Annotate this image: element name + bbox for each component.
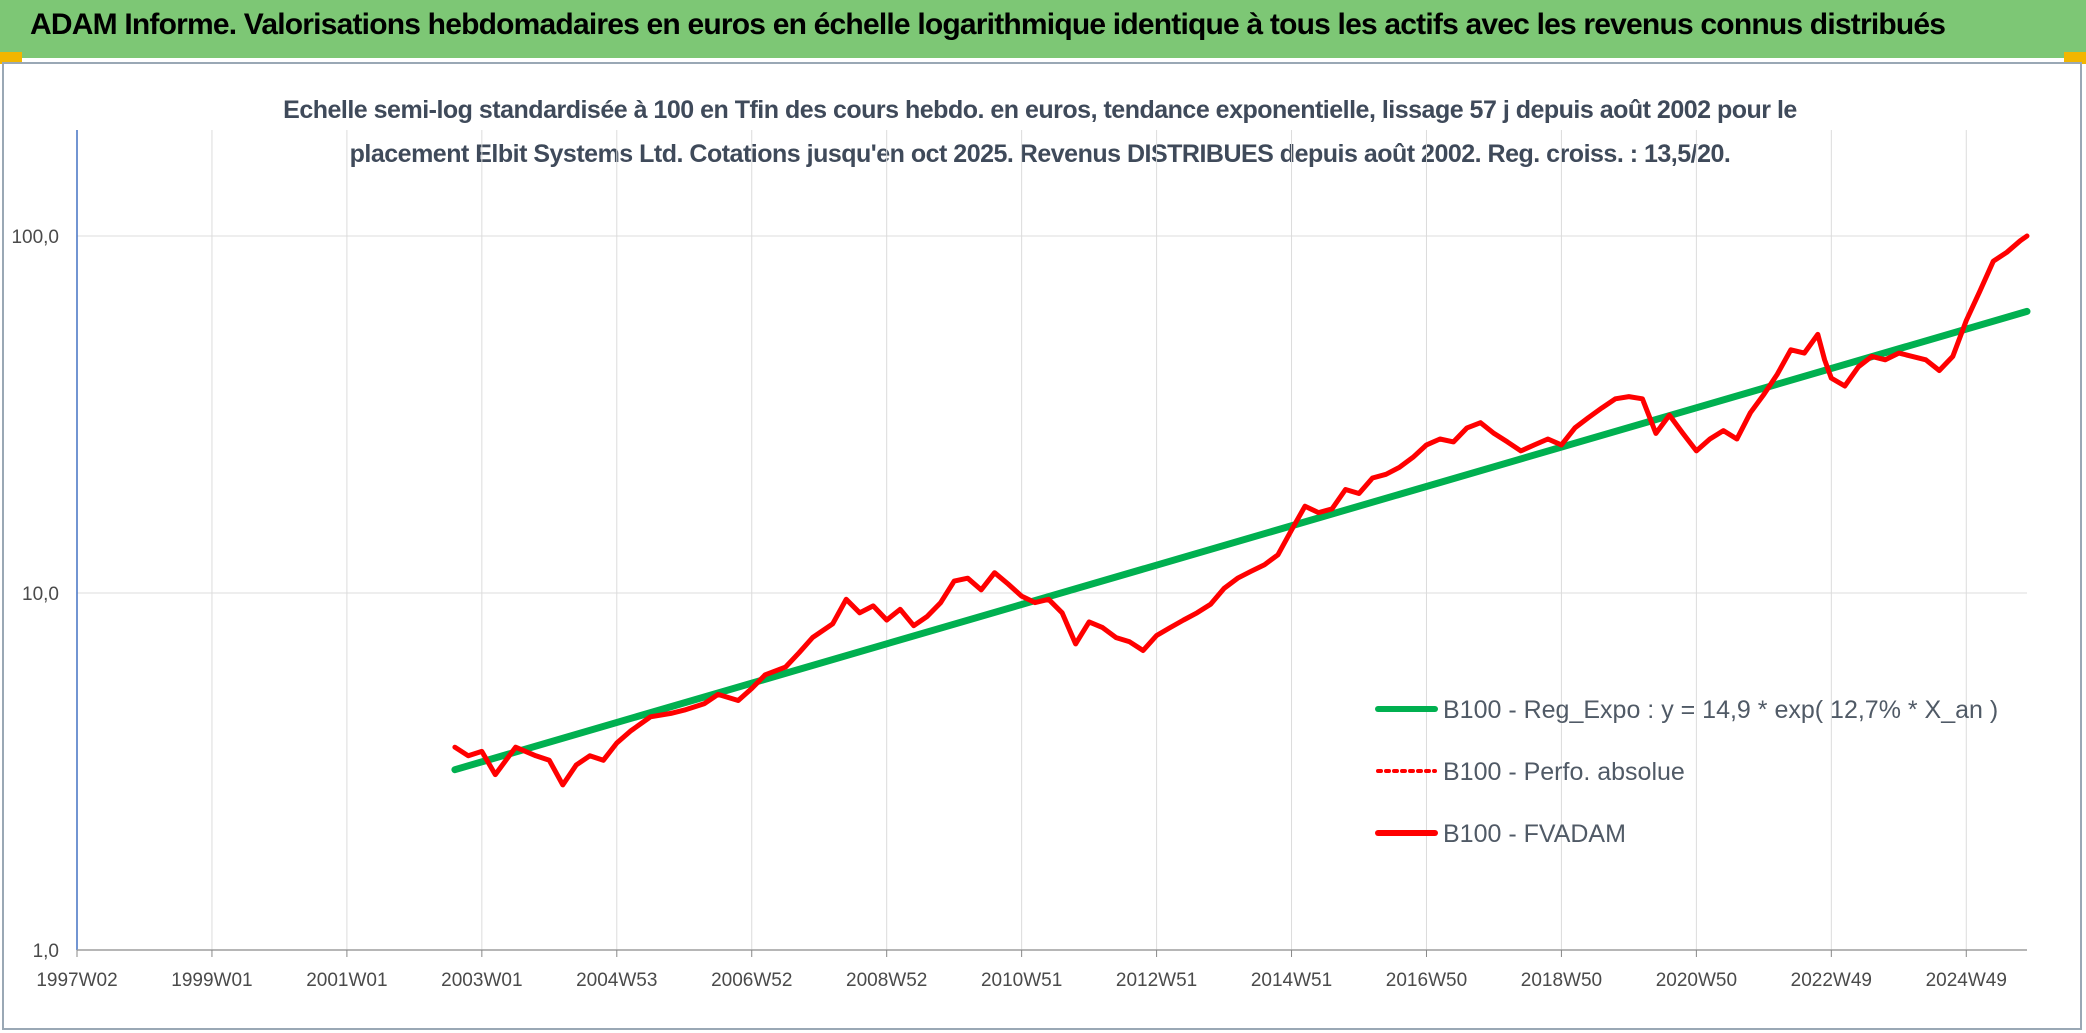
page-title: ADAM Informe. Valorisations hebdomadaire… bbox=[30, 8, 1946, 41]
x-tick-label: 2010W51 bbox=[981, 970, 1062, 991]
chart-title-line-1: Echelle semi-log standardisée à 100 en T… bbox=[283, 96, 1797, 124]
x-tick-label: 1999W01 bbox=[171, 970, 252, 991]
banner: ADAM Informe. Valorisations hebdomadaire… bbox=[0, 0, 2086, 58]
y-tick-label: 1,0 bbox=[33, 941, 59, 962]
chart-legend: B100 - Reg_Expo : y = 14,9 * exp( 12,7% … bbox=[1375, 696, 1998, 848]
chart-gridlines bbox=[77, 130, 2027, 950]
x-tick-label: 2012W51 bbox=[1116, 970, 1197, 991]
y-tick-label: 10,0 bbox=[22, 584, 59, 605]
x-tick-label: 2022W49 bbox=[1791, 970, 1872, 991]
y-tick-label: 100,0 bbox=[11, 227, 59, 248]
corner-marker-right bbox=[2064, 52, 2086, 64]
chart-frame bbox=[2, 62, 2082, 1030]
x-tick-label: 2020W50 bbox=[1656, 970, 1737, 991]
chart-title: Echelle semi-log standardisée à 100 en T… bbox=[180, 88, 1900, 176]
x-tick-label: 2003W01 bbox=[441, 970, 522, 991]
x-tick-label: 1997W02 bbox=[36, 970, 117, 991]
y-axis-ticks: 1,0 10,0 100,0 bbox=[11, 227, 59, 962]
x-tick-label: 2016W50 bbox=[1386, 970, 1467, 991]
chart-title-line-2: placement Elbit Systems Ltd. Cotations j… bbox=[349, 140, 1731, 168]
x-tick-label: 2001W01 bbox=[306, 970, 387, 991]
x-tick-label: 2006W52 bbox=[711, 970, 792, 991]
x-tick-label: 2024W49 bbox=[1926, 970, 2007, 991]
legend-label-0: B100 - Reg_Expo : y = 14,9 * exp( 12,7% … bbox=[1443, 696, 1998, 724]
x-tick-label: 2008W52 bbox=[846, 970, 927, 991]
legend-label-2: B100 - FVADAM bbox=[1443, 820, 1626, 848]
x-tick-label: 2014W51 bbox=[1251, 970, 1332, 991]
chart-series bbox=[451, 233, 2031, 788]
series-line-2 bbox=[452, 233, 2030, 788]
legend-label-1: B100 - Perfo. absolue bbox=[1443, 758, 1685, 786]
corner-marker-left bbox=[0, 52, 22, 64]
x-tick-label: 2018W50 bbox=[1521, 970, 1602, 991]
x-tick-label: 2004W53 bbox=[576, 970, 657, 991]
x-axis-ticks: 1997W02 1999W01 2001W01 2003W01 2004W53 2006W… bbox=[36, 950, 2007, 991]
chart-axes bbox=[76, 130, 2027, 951]
